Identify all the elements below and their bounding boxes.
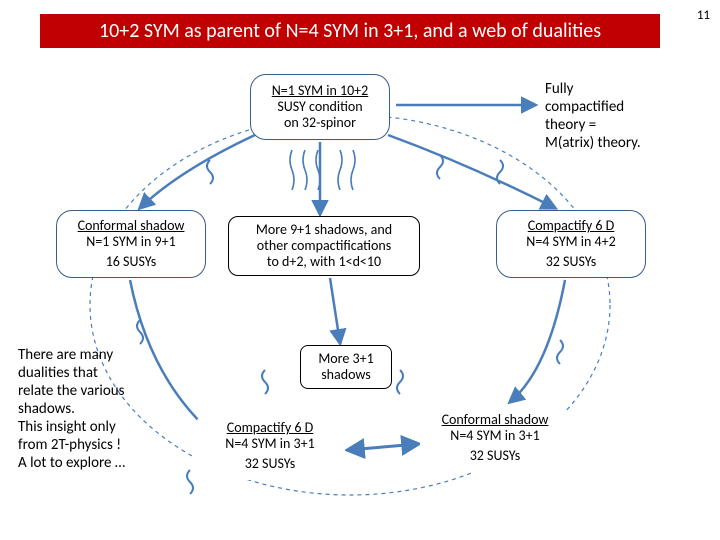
node-bottom-left: Compactify 6 D N=4 SYM in 3+1 32 SUSYs: [195, 412, 345, 480]
node-mid-l2: shadows: [321, 367, 371, 383]
node-right-l1: Compactify 6 D: [528, 218, 615, 234]
node-br-l3: 32 SUSYs: [470, 448, 521, 464]
note-left-l2: dualities that: [18, 364, 188, 382]
node-right-l3: 32 SUSYs: [546, 254, 597, 270]
node-top-l3: on 32-spinor: [284, 115, 356, 131]
note-right-l3: theory =: [545, 116, 705, 134]
node-center-l2: other compactifications: [257, 238, 391, 254]
note-left-l1: There are many: [18, 346, 188, 364]
note-left-l5: This insight only: [18, 418, 188, 436]
node-bl-l1: Compactify 6 D: [227, 420, 314, 436]
slide-number: 11: [697, 8, 710, 23]
note-left-l4: shadows.: [18, 400, 188, 418]
note-right-l4: M(atrix) theory.: [545, 134, 705, 152]
title-text: 10+2 SYM as parent of N=4 SYM in 3+1, an…: [99, 19, 601, 43]
note-right-l1: Fully: [545, 80, 705, 98]
node-right-l2: N=4 SYM in 4+2: [526, 234, 615, 250]
node-bl-l3: 32 SUSYs: [245, 456, 296, 472]
node-top-l2: SUSY condition: [277, 99, 362, 115]
node-top: N=1 SYM in 10+2 SUSY condition on 32-spi…: [250, 74, 390, 140]
node-mid: More 3+1 shadows: [300, 345, 392, 389]
note-right-l2: compactified: [545, 98, 705, 116]
note-left-l3: relate the various: [18, 382, 188, 400]
note-left-l7: A lot to explore …: [18, 454, 188, 472]
note-left-l6: from 2T-physics !: [18, 436, 188, 454]
node-bl-l2: N=4 SYM in 3+1: [225, 436, 314, 452]
node-bottom-right: Conformal shadow N=4 SYM in 3+1 32 SUSYs: [420, 404, 570, 472]
node-left-l3: 16 SUSYs: [106, 254, 157, 270]
node-mid-l1: More 3+1: [318, 351, 373, 367]
node-left-l1: Conformal shadow: [78, 218, 185, 234]
node-right: Compactify 6 D N=4 SYM in 4+2 32 SUSYs: [496, 210, 646, 278]
note-left: There are many dualities that relate the…: [18, 346, 188, 472]
node-center: More 9+1 shadows, and other compactifica…: [228, 216, 420, 276]
title-bar: 10+2 SYM as parent of N=4 SYM in 3+1, an…: [40, 14, 660, 48]
node-left-l2: N=1 SYM in 9+1: [86, 234, 175, 250]
node-center-l1: More 9+1 shadows, and: [256, 222, 392, 238]
node-center-l3: to d+2, with 1<d<10: [267, 254, 381, 270]
node-top-l1: N=1 SYM in 10+2: [272, 83, 369, 99]
node-left: Conformal shadow N=1 SYM in 9+1 16 SUSYs: [56, 210, 206, 278]
node-br-l1: Conformal shadow: [442, 412, 549, 428]
note-right: Fully compactified theory = M(atrix) the…: [545, 80, 705, 152]
node-br-l2: N=4 SYM in 3+1: [450, 428, 539, 444]
